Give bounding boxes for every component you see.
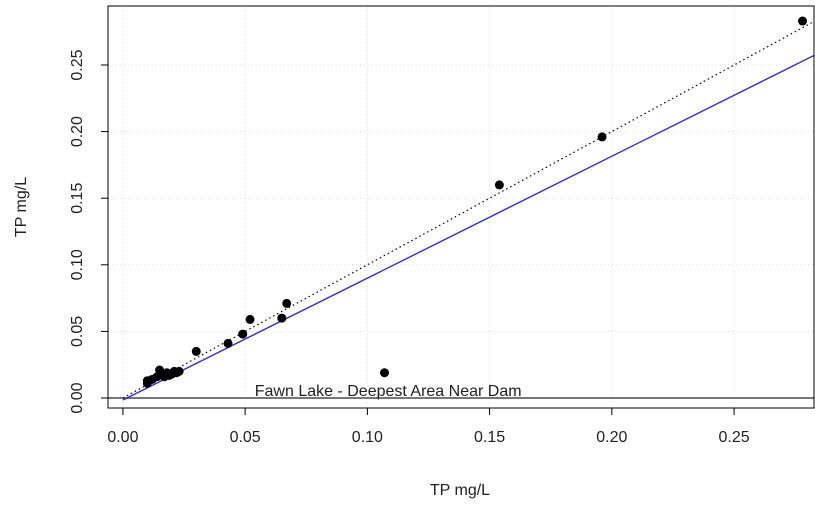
x-tick-label: 0.15	[474, 429, 505, 446]
point	[277, 313, 287, 323]
x-tick-label: 0.00	[107, 429, 138, 446]
x-tick-label: 0.25	[718, 429, 749, 446]
point	[174, 366, 184, 376]
y-tick-label: 0.25	[69, 49, 86, 80]
point	[191, 346, 201, 356]
point	[238, 329, 248, 339]
point	[379, 368, 389, 378]
point	[245, 314, 255, 324]
x-axis-label: TP mg/L	[430, 482, 490, 499]
point	[223, 338, 233, 348]
x-tick-label: 0.05	[230, 429, 261, 446]
x-tick-label: 0.10	[352, 429, 383, 446]
plot-frame	[107, 5, 815, 409]
x-tick-label: 0.20	[596, 429, 627, 446]
point	[798, 16, 808, 26]
y-tick-label: 0.20	[69, 116, 86, 147]
y-tick-label: 0.15	[69, 183, 86, 214]
reference-line	[122, 54, 815, 401]
y-tick-label: 0.10	[69, 249, 86, 280]
point	[597, 132, 607, 142]
annotation: Fawn Lake - Deepest Area Near Dam	[255, 383, 522, 400]
y-axis-label: TP mg/L	[13, 177, 30, 237]
reference-line	[122, 20, 815, 399]
y-tick-label: 0.05	[69, 316, 86, 347]
y-tick-label: 0.00	[69, 382, 86, 413]
point	[494, 180, 504, 190]
point	[282, 298, 292, 308]
